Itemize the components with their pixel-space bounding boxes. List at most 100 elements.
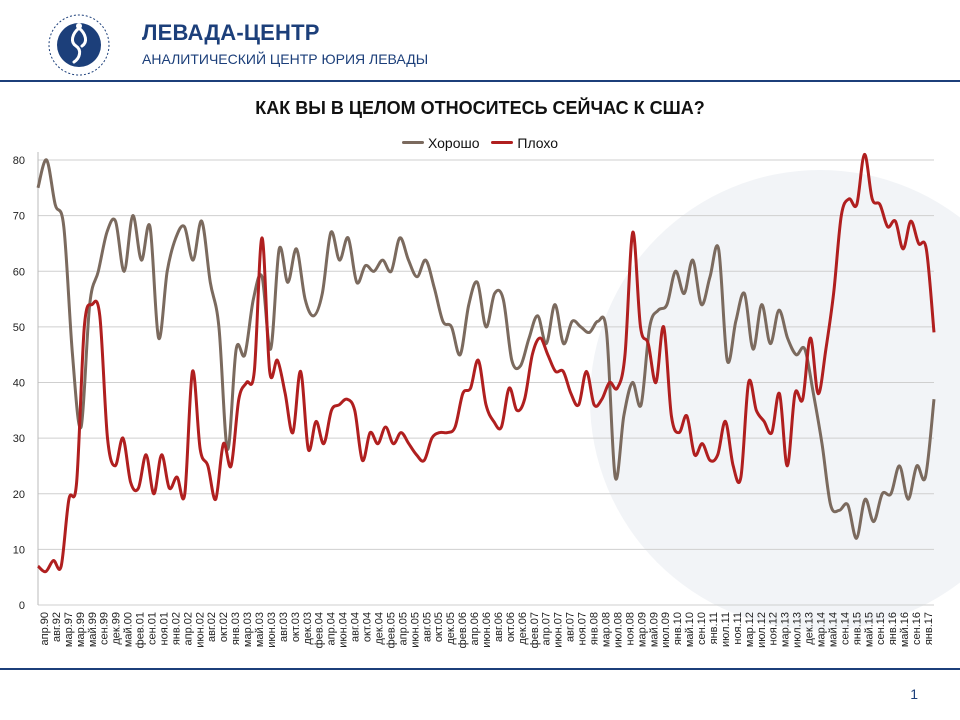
y-tick-label: 80 bbox=[13, 155, 25, 167]
y-tick-label: 50 bbox=[13, 322, 25, 334]
x-tick-label: мар.12 bbox=[744, 612, 756, 647]
x-tick-label: янв.08 bbox=[589, 612, 601, 645]
x-tick-label: апр.04 bbox=[326, 612, 338, 645]
y-tick-label: 10 bbox=[13, 544, 25, 556]
series-line-bad bbox=[37, 152, 936, 574]
legend-label-bad: Плохо bbox=[517, 134, 559, 151]
x-tick-label: окт.06 bbox=[505, 612, 517, 642]
x-tick-label: май.14 bbox=[827, 612, 839, 647]
x-tick-label: июл.13 bbox=[792, 612, 804, 648]
y-tick-label: 60 bbox=[13, 266, 25, 278]
x-tick-label: сен.99 bbox=[99, 612, 111, 645]
series-line-good bbox=[36, 158, 936, 540]
header-divider bbox=[0, 80, 960, 82]
x-tick-label: июл.09 bbox=[660, 612, 672, 648]
x-tick-label: сен.10 bbox=[696, 612, 708, 645]
x-tick-label: дек.13 bbox=[804, 612, 816, 645]
x-tick-label: май.09 bbox=[648, 612, 660, 647]
x-tick-label: май.99 bbox=[87, 612, 99, 647]
x-tick-label: июн.05 bbox=[409, 612, 421, 648]
x-tick-label: май.10 bbox=[684, 612, 696, 647]
x-tick-label: мар.09 bbox=[636, 612, 648, 647]
x-tick-label: апр.90 bbox=[39, 612, 51, 645]
y-tick-label: 30 bbox=[13, 433, 25, 445]
x-tick-label: фев.05 bbox=[385, 612, 397, 648]
x-tick-label: дек.06 bbox=[517, 612, 529, 645]
x-tick-label: июн.04 bbox=[338, 612, 350, 648]
legend-swatch-bad bbox=[491, 141, 514, 144]
header: ЛЕВАДА-ЦЕНТР АНАЛИТИЧЕСКИЙ ЦЕНТР ЮРИЯ ЛЕ… bbox=[0, 0, 960, 82]
x-tick-label: фев.01 bbox=[135, 612, 147, 648]
legend-item-bad: Плохо bbox=[491, 135, 558, 151]
legend-label-good: Хорошо bbox=[427, 134, 480, 151]
x-tick-label: июн.07 bbox=[553, 612, 565, 648]
y-tick-label: 20 bbox=[13, 489, 25, 501]
x-tick-label: окт.03 bbox=[290, 612, 302, 642]
x-tick-label: ноя.01 bbox=[158, 612, 170, 645]
x-tick-label: мар.08 bbox=[600, 612, 612, 647]
x-tick-label: мар.99 bbox=[75, 612, 87, 647]
x-tick-label: янв.17 bbox=[923, 612, 935, 645]
x-tick-label: авг.05 bbox=[421, 612, 433, 642]
x-tick-label: мар.13 bbox=[780, 612, 792, 647]
x-tick-label: июн.06 bbox=[481, 612, 493, 648]
x-tick-label: мар.97 bbox=[63, 612, 75, 647]
x-tick-label: июл.08 bbox=[612, 612, 624, 648]
x-tick-label: авг.06 bbox=[493, 612, 505, 642]
levada-logo-icon bbox=[48, 14, 110, 76]
x-tick-label: апр.05 bbox=[397, 612, 409, 645]
brand-title: ЛЕВАДА-ЦЕНТР bbox=[142, 20, 320, 45]
x-tick-label: дек.03 bbox=[302, 612, 314, 645]
watermark-logo bbox=[590, 170, 960, 630]
chart-title: КАК ВЫ В ЦЕЛОМ ОТНОСИТЕСЬ СЕЙЧАС К США? bbox=[255, 98, 705, 118]
x-tick-label: авг.04 bbox=[350, 612, 362, 642]
x-tick-label: янв.16 bbox=[887, 612, 899, 645]
x-tick-label: сен.15 bbox=[875, 612, 887, 645]
legend-item-good: Хорошо bbox=[401, 134, 480, 151]
x-tick-label: сен.16 bbox=[911, 612, 923, 645]
y-tick-label: 0 bbox=[19, 600, 25, 612]
x-tick-label: ноя.12 bbox=[768, 612, 780, 645]
x-tick-label: ноя.11 bbox=[732, 612, 744, 645]
y-tick-label: 40 bbox=[13, 378, 25, 390]
x-tick-label: окт.02 bbox=[218, 612, 230, 642]
x-tick-label: окт.05 bbox=[433, 612, 445, 642]
x-tick-label: июн.03 bbox=[266, 612, 278, 648]
x-tick-label: янв.02 bbox=[170, 612, 182, 645]
x-tick-label: фев.04 bbox=[314, 612, 326, 648]
page-number: 1 bbox=[910, 686, 918, 702]
x-tick-label: ноя.08 bbox=[624, 612, 636, 645]
brand-subtitle: АНАЛИТИЧЕСКИЙ ЦЕНТР ЮРИЯ ЛЕВАДЫ bbox=[142, 51, 429, 67]
chart-legend: Хорошо Плохо bbox=[0, 131, 960, 151]
x-tick-label: мар.14 bbox=[816, 612, 828, 647]
x-tick-label: май.00 bbox=[123, 612, 135, 647]
x-tick-label: окт.04 bbox=[362, 612, 374, 642]
x-tick-label: авг.92 bbox=[51, 612, 63, 642]
footer-divider bbox=[0, 668, 960, 670]
x-tick-label: янв.15 bbox=[851, 612, 863, 645]
x-tick-label: июн.02 bbox=[194, 612, 206, 648]
x-tick-label: дек.05 bbox=[445, 612, 457, 645]
x-tick-label: сен.14 bbox=[839, 612, 851, 645]
x-tick-label: фев.07 bbox=[529, 612, 541, 648]
x-tick-label: дек.99 bbox=[111, 612, 123, 645]
x-tick-label: авг.07 bbox=[565, 612, 577, 642]
x-tick-label: янв.11 bbox=[708, 612, 720, 644]
x-tick-label: авг.02 bbox=[206, 612, 218, 642]
x-tick-label: дек.04 bbox=[373, 612, 385, 645]
x-tick-label: июл.11 bbox=[720, 612, 732, 647]
x-tick-label: авг.03 bbox=[278, 612, 290, 642]
x-tick-label: май.03 bbox=[254, 612, 266, 647]
legend-swatch-good bbox=[401, 141, 424, 144]
x-tick-label: июл.12 bbox=[756, 612, 768, 648]
x-tick-label: апр.07 bbox=[541, 612, 553, 645]
x-tick-label: мар.03 bbox=[242, 612, 254, 647]
x-tick-label: сен.01 bbox=[146, 612, 158, 645]
x-tick-label: янв.10 bbox=[672, 612, 684, 645]
x-tick-label: май.16 bbox=[899, 612, 911, 647]
x-tick-label: апр.02 bbox=[182, 612, 194, 645]
x-tick-label: ноя.07 bbox=[577, 612, 589, 645]
x-tick-label: май.15 bbox=[863, 612, 875, 647]
y-tick-label: 70 bbox=[13, 211, 25, 223]
